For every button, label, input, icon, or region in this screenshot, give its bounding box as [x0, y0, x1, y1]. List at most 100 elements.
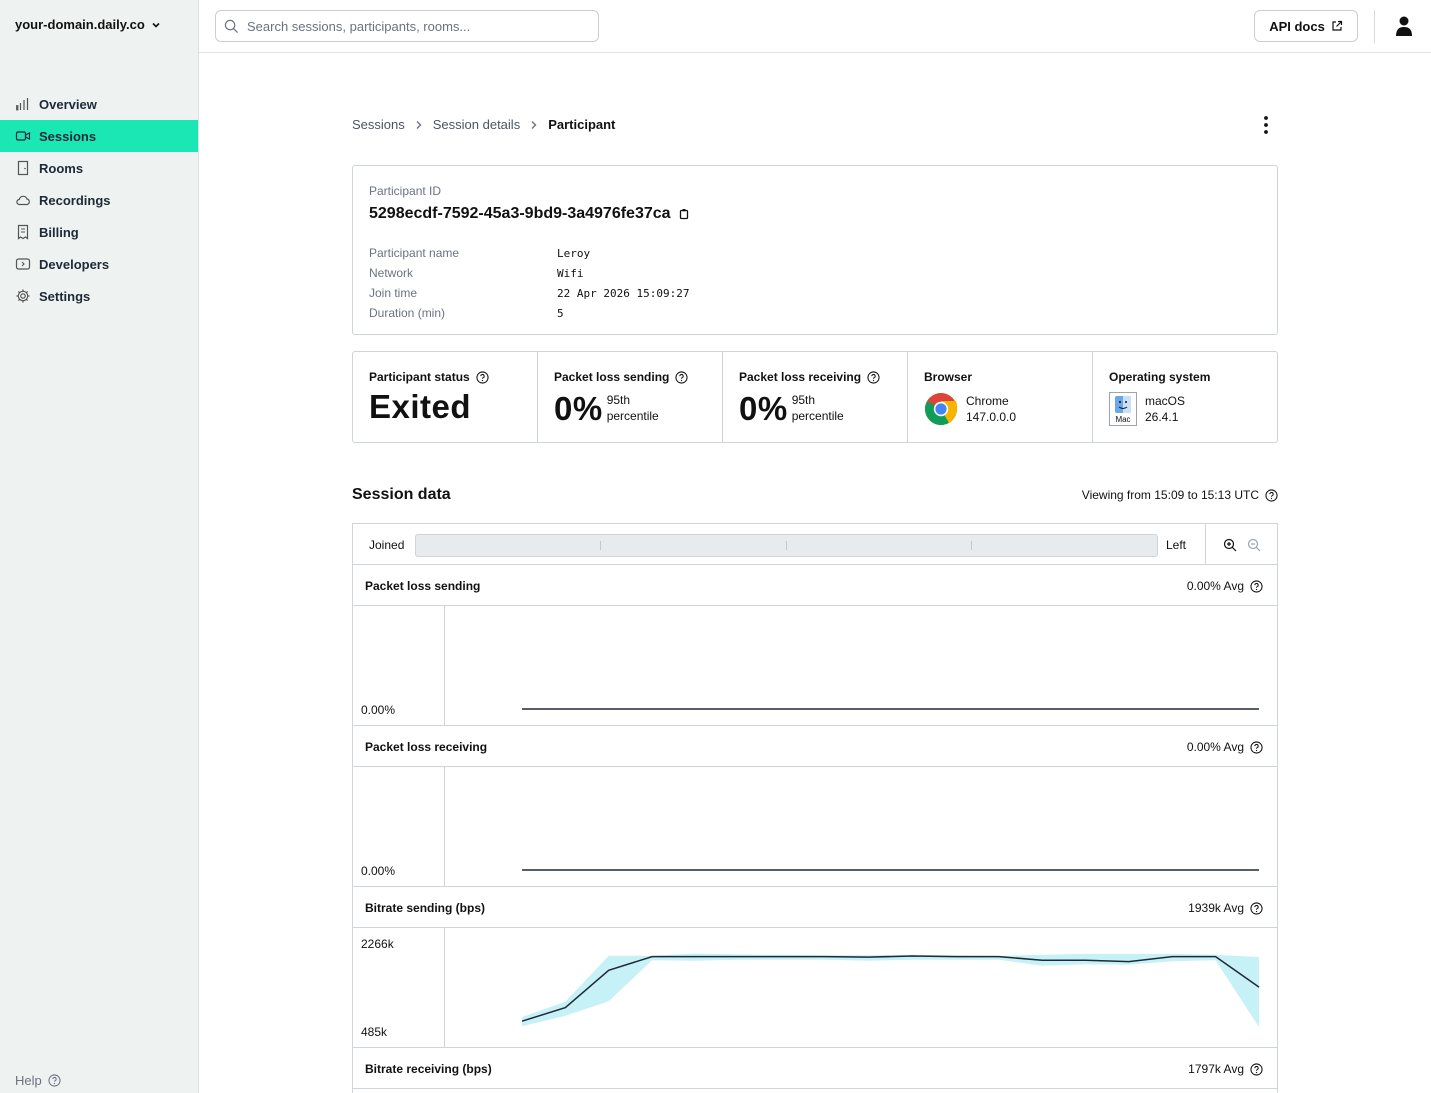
sidebar-item-label: Rooms	[39, 160, 84, 176]
zoom-in-icon[interactable]	[1223, 538, 1237, 552]
zoom-out-icon[interactable]	[1247, 538, 1261, 552]
stat-title: Packet loss receiving	[739, 370, 891, 384]
topbar: API docs	[199, 0, 1431, 53]
detail-row: Participant name Leroy	[369, 243, 689, 263]
detail-key: Network	[369, 266, 414, 280]
percentile-line2: percentile	[791, 409, 844, 423]
chrome-logo-icon	[924, 393, 958, 426]
detail-key: Join time	[369, 286, 418, 300]
code-icon	[15, 258, 31, 270]
detail-row: Duration (min) 5	[369, 303, 689, 323]
help-icon[interactable]	[675, 370, 688, 384]
domain-selector[interactable]: your-domain.daily.co	[15, 17, 161, 32]
chart-average: 0.00% Avg	[1187, 740, 1263, 754]
sidebar-item-label: Recordings	[39, 192, 111, 208]
stat-title-text: Packet loss receiving	[739, 370, 862, 384]
sidebar-item-label: Billing	[39, 224, 79, 240]
more-options-icon[interactable]	[1258, 114, 1274, 136]
y-axis-label-min: 0.00%	[361, 864, 396, 878]
participant-details: Participant name Leroy Network Wifi Join…	[369, 243, 689, 323]
y-axis-label-min: 485k	[361, 1025, 388, 1039]
chart-y-axis: 0.00%	[353, 767, 445, 886]
sidebar-item-label: Overview	[39, 96, 97, 112]
help-icon[interactable]	[1250, 1062, 1263, 1076]
sidebar-item-label: Sessions	[39, 128, 97, 144]
gear-icon	[16, 289, 30, 303]
help-icon[interactable]	[867, 370, 880, 384]
timeline-joined-label: Joined	[369, 538, 405, 552]
stat-title: Packet loss sending	[554, 370, 706, 384]
chart-packet-loss-receiving: 0.00%	[353, 767, 1277, 887]
percentile-label: 95th percentile	[792, 390, 844, 424]
viewing-range-text: Viewing from 15:09 to 15:13 UTC	[1081, 488, 1259, 502]
chart-title: Bitrate receiving (bps)	[365, 1062, 492, 1076]
timeline-tick	[600, 541, 601, 550]
help-icon[interactable]	[1265, 488, 1278, 502]
chart-title: Packet loss receiving	[365, 740, 488, 754]
chart-plot-area	[522, 708, 1259, 710]
api-docs-button[interactable]: API docs	[1254, 10, 1358, 42]
help-icon[interactable]	[1250, 740, 1263, 754]
detail-value: 5	[557, 306, 564, 320]
stat-browser: Browser Chrome 147.0.0.0	[908, 352, 1093, 442]
chart-average: 1797k Avg	[1188, 1062, 1263, 1076]
os-text: macOS 26.4.1	[1145, 393, 1185, 425]
stat-packet-loss-receiving: Packet loss receiving 0% 95th percentile	[723, 352, 908, 442]
sidebar-item-sessions[interactable]: Sessions	[0, 120, 198, 152]
chart-y-axis: 0.00%	[353, 606, 445, 725]
breadcrumb-session-details[interactable]: Session details	[432, 117, 521, 132]
chart-average-value: 0.00% Avg	[1186, 740, 1244, 754]
timeline-range-slider[interactable]	[415, 534, 1158, 557]
participant-id: 5298ecdf-7592-45a3-9bd9-3a4976fe37ca	[369, 205, 689, 223]
search-input[interactable]	[247, 18, 587, 34]
viewing-range: Viewing from 15:09 to 15:13 UTC	[1082, 488, 1278, 502]
user-icon[interactable]	[1395, 15, 1413, 37]
timeline-tick	[971, 541, 972, 550]
sidebar-item-overview[interactable]: Overview	[0, 88, 198, 120]
timeline-left-label: Left	[1166, 538, 1187, 552]
receipt-icon	[17, 224, 29, 240]
chevron-down-icon	[152, 22, 160, 28]
sidebar-item-label: Settings	[39, 288, 91, 304]
chart-average-value: 1797k Avg	[1188, 1062, 1244, 1076]
sidebar-item-settings[interactable]: Settings	[0, 280, 198, 312]
sidebar-item-rooms[interactable]: Rooms	[0, 152, 198, 184]
timeline-tick	[786, 541, 787, 550]
detail-value: Wifi	[557, 266, 584, 280]
breadcrumb-current: Participant	[548, 117, 616, 132]
breadcrumb-sessions[interactable]: Sessions	[352, 117, 405, 132]
stat-operating-system: Operating system Mac macOS 26.4.1	[1093, 352, 1277, 442]
chart-packet-loss-sending: 0.00%	[353, 606, 1277, 726]
bar-chart-icon	[16, 98, 29, 111]
help-icon[interactable]	[1250, 901, 1263, 915]
chart-average-value: 1939k Avg	[1188, 901, 1244, 915]
os-name: macOS	[1145, 394, 1186, 408]
packet-loss-sending-value: 0%	[554, 390, 603, 427]
stat-title: Participant status	[369, 370, 521, 384]
status-value: Exited	[369, 388, 472, 425]
detail-row: Network Wifi	[369, 263, 689, 283]
stat-participant-status: Participant status Exited	[353, 352, 538, 442]
copy-icon[interactable]	[679, 208, 689, 220]
help-icon[interactable]	[1250, 579, 1263, 593]
help-link[interactable]: Help	[15, 1073, 61, 1088]
sidebar-item-developers[interactable]: Developers	[0, 248, 198, 280]
chart-title: Bitrate sending (bps)	[365, 901, 486, 915]
os-icon-label: Mac	[1115, 415, 1130, 424]
external-link-icon	[1332, 20, 1342, 31]
sidebar-item-recordings[interactable]: Recordings	[0, 184, 198, 216]
sidebar-item-billing[interactable]: Billing	[0, 216, 198, 248]
browser-name: Chrome	[966, 394, 1009, 408]
detail-value: 22 Apr 2026 15:09:27	[557, 286, 690, 300]
chart-average: 1939k Avg	[1188, 901, 1263, 915]
chevron-right-icon	[416, 120, 422, 129]
chart-header-packet-loss-sending: Packet loss sending 0.00% Avg	[353, 565, 1277, 606]
stat-value-group: 0% 95th percentile	[739, 390, 844, 428]
sidebar-nav: Overview Sessions Rooms Recordings Billi…	[0, 88, 198, 312]
stat-value-group: 0% 95th percentile	[554, 390, 659, 428]
video-icon	[15, 131, 31, 141]
help-icon[interactable]	[476, 370, 489, 384]
stat-packet-loss-sending: Packet loss sending 0% 95th percentile	[538, 352, 723, 442]
stat-title: Operating system	[1109, 370, 1211, 384]
y-axis-label-max: 2266k	[361, 937, 394, 951]
